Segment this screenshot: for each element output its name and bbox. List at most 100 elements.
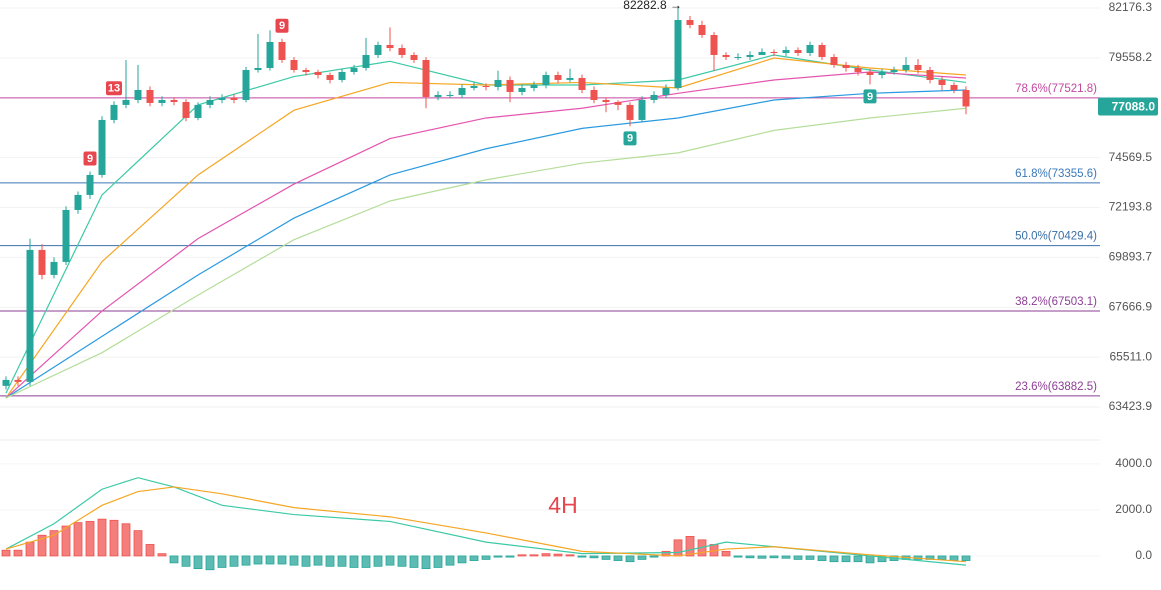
macd-histogram-bar (169, 555, 179, 564)
moving-average-line (5, 107, 967, 399)
candle-body (338, 71, 346, 80)
macd-histogram-bar (721, 550, 731, 557)
macd-histogram-bar (613, 555, 623, 561)
timeframe-label: 4H (548, 492, 577, 518)
macd-histogram-bar (205, 555, 215, 571)
macd-histogram-bar (265, 555, 275, 565)
moving-average-line (5, 71, 967, 399)
candle-body (146, 89, 154, 103)
candle-body (830, 56, 838, 65)
macd-histogram-bar (25, 541, 35, 557)
y-tick-label: 63423.9 (1109, 399, 1153, 413)
candle-body (878, 71, 886, 75)
macd-histogram-bar (625, 555, 635, 563)
candle-body (434, 94, 442, 97)
candle-body (578, 77, 586, 90)
macd-histogram-bar (853, 555, 863, 563)
candle-body (950, 84, 958, 90)
candle-body (2, 379, 10, 386)
macd-histogram-bar (469, 555, 479, 561)
macd-histogram-bar (397, 555, 407, 567)
macd-line (5, 477, 967, 566)
candle-body (134, 89, 142, 100)
candle-body (350, 67, 358, 72)
macd-histogram-bar (445, 555, 455, 566)
candle-body (386, 44, 394, 48)
fib-label: 38.2%(67503.1) (1015, 296, 1097, 308)
candle-body (50, 261, 58, 275)
macd-histogram-bar (733, 555, 743, 558)
candle-body (218, 97, 226, 100)
macd-histogram-bar (481, 555, 491, 560)
candle-body (230, 97, 238, 100)
macd-histogram-bar (433, 555, 443, 568)
macd-histogram-bar (553, 553, 563, 557)
candle-body (698, 24, 706, 35)
macd-histogram-bar (73, 522, 83, 557)
y-tick-label: 67666.9 (1109, 299, 1153, 313)
fib-label: 61.8%(73355.6) (1015, 168, 1097, 180)
candle-body (638, 99, 646, 120)
macd-histogram-bar (673, 539, 683, 557)
macd-histogram-bar (565, 554, 575, 557)
candle-body (818, 44, 826, 57)
candle-body (314, 71, 322, 75)
candle-body (662, 87, 670, 95)
macd-histogram-bar (97, 518, 107, 557)
macd-histogram-bar (193, 555, 203, 570)
td-label: 9 (87, 153, 93, 165)
macd-histogram-bar (577, 555, 587, 558)
macd-histogram-bar (949, 555, 959, 561)
candle-body (482, 85, 490, 87)
candle-body (98, 119, 106, 175)
high-price-label: 82282.8 → (623, 0, 682, 12)
candle-body (110, 104, 118, 120)
td-label-box (83, 151, 97, 166)
macd-histogram-bar (769, 555, 779, 559)
candle-body (806, 44, 814, 54)
macd-histogram-bar (409, 555, 419, 568)
macd-histogram-bar (301, 555, 311, 567)
candle-body (758, 51, 766, 55)
candle-body (890, 69, 898, 72)
macd-histogram-bar (421, 555, 431, 570)
macd-histogram-bar (637, 555, 647, 560)
macd-histogram-bar (253, 555, 263, 565)
candle-body (554, 74, 562, 80)
macd-histogram-bar (541, 553, 551, 557)
macd-histogram-bar (133, 530, 143, 557)
candle-body (470, 85, 478, 88)
candle-body (86, 174, 94, 195)
candle-body (710, 34, 718, 55)
candle-body (530, 84, 538, 88)
td-label-box (863, 89, 877, 104)
macd-histogram-bar (289, 555, 299, 566)
macd-histogram-bar (85, 521, 95, 557)
candle-body (458, 87, 466, 95)
last-price-box (1098, 97, 1158, 116)
y-tick-label: 2000.0 (1115, 502, 1152, 516)
macd-histogram-bar (865, 555, 875, 564)
td-label: 13 (108, 83, 120, 95)
macd-histogram-bar (781, 555, 791, 559)
macd-histogram-bar (217, 555, 227, 568)
macd-histogram-bar (229, 555, 239, 567)
macd-histogram-bar (349, 555, 359, 568)
candle-body (746, 54, 754, 57)
td-label: 9 (867, 91, 873, 103)
candle-body (62, 209, 70, 262)
td-label: 9 (627, 133, 633, 145)
candle-body (122, 99, 130, 105)
candle-body (914, 64, 922, 70)
candle-body (674, 19, 682, 88)
macd-histogram-bar (937, 555, 947, 560)
candle-body (170, 99, 178, 102)
macd-histogram-bar (961, 555, 971, 561)
macd-histogram-bar (745, 555, 755, 559)
candle-body (326, 74, 334, 80)
candle-body (722, 54, 730, 57)
candle-body (74, 194, 82, 210)
candle-body (446, 94, 454, 96)
candle-body (158, 99, 166, 103)
candle-body (770, 51, 778, 54)
